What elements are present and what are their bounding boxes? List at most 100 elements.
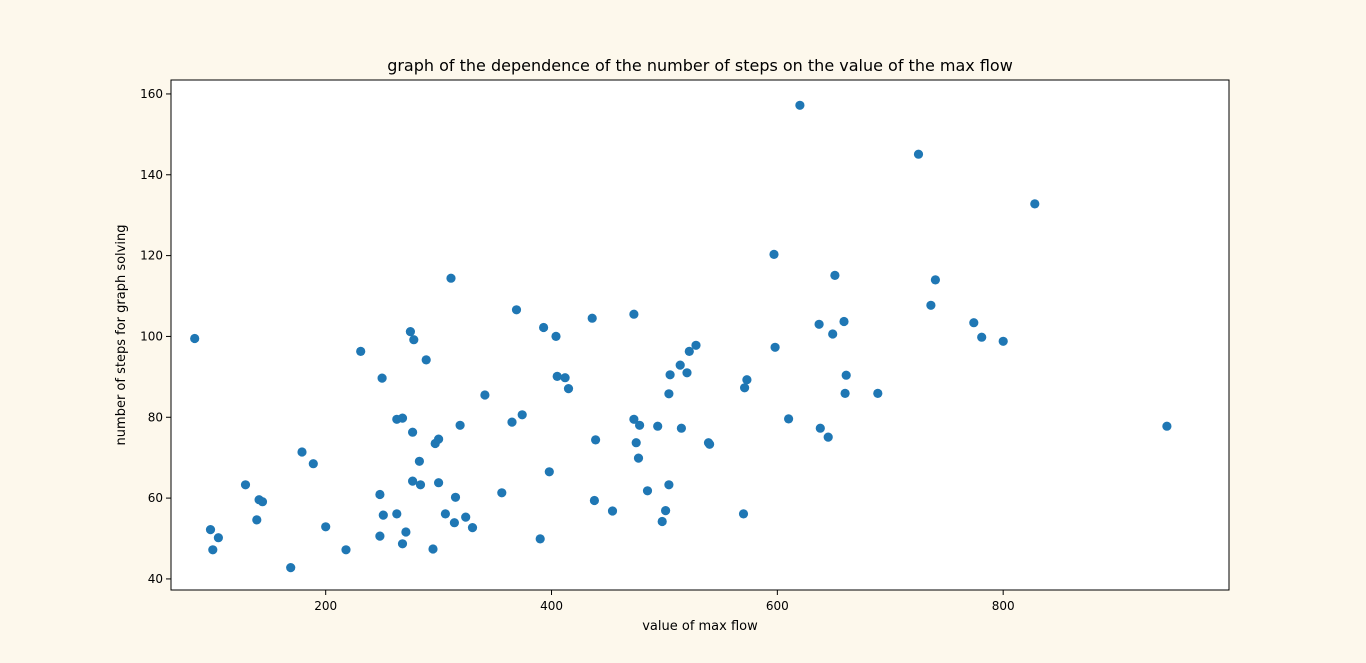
data-point — [705, 439, 715, 449]
data-point — [740, 383, 750, 393]
data-point — [1162, 421, 1172, 431]
data-point — [535, 534, 545, 544]
data-point — [828, 329, 838, 339]
x-tick-label: 400 — [540, 599, 563, 613]
x-axis: 200 400 600 800 — [314, 590, 1015, 613]
data-point — [408, 476, 418, 486]
data-point — [664, 389, 674, 399]
data-point — [434, 478, 444, 488]
data-point — [830, 270, 840, 280]
data-point — [511, 305, 522, 315]
data-point — [629, 309, 639, 319]
y-tick-label: 40 — [148, 572, 163, 586]
data-point — [428, 544, 438, 554]
data-point — [449, 518, 459, 528]
y-tick-label: 100 — [140, 329, 163, 343]
data-point — [375, 531, 385, 541]
data-point — [969, 318, 979, 328]
data-point — [414, 456, 424, 466]
data-point — [375, 489, 385, 500]
data-point — [587, 313, 597, 323]
data-point — [635, 420, 645, 430]
data-point — [841, 370, 851, 380]
data-point — [657, 516, 667, 527]
data-point — [286, 563, 296, 573]
data-point — [552, 371, 562, 381]
data-point — [977, 332, 987, 342]
x-tick-label: 200 — [314, 599, 337, 613]
data-point — [497, 488, 507, 498]
data-point — [461, 512, 471, 522]
data-point — [661, 506, 671, 516]
data-point — [308, 459, 318, 469]
data-point — [840, 388, 850, 398]
data-point — [297, 447, 307, 457]
data-point — [629, 414, 639, 424]
data-point — [684, 346, 694, 356]
data-point — [480, 390, 490, 400]
data-point — [814, 319, 824, 329]
data-point — [415, 480, 426, 490]
y-tick-label: 120 — [140, 249, 163, 263]
data-point — [631, 438, 641, 448]
chart-title: graph of the dependence of the number of… — [387, 56, 1013, 75]
data-point — [738, 509, 749, 519]
data-point — [665, 370, 675, 380]
data-point — [795, 100, 805, 110]
data-point — [356, 346, 366, 356]
data-point — [1030, 199, 1040, 209]
data-point — [998, 336, 1008, 346]
data-point — [408, 427, 418, 437]
data-point — [421, 355, 431, 365]
data-point — [642, 486, 653, 496]
x-tick-label: 600 — [766, 599, 789, 613]
data-point — [770, 342, 780, 352]
data-point — [208, 545, 218, 555]
data-point — [551, 331, 561, 341]
data-point — [401, 527, 411, 537]
y-axis-label: number of steps for graph solving — [114, 225, 129, 446]
data-point — [190, 333, 200, 344]
data-point — [455, 420, 465, 430]
data-point — [563, 384, 574, 394]
data-point — [446, 273, 456, 283]
y-tick-label: 140 — [140, 168, 163, 182]
data-point — [397, 539, 408, 549]
data-point — [682, 368, 692, 378]
data-point — [653, 421, 663, 431]
data-point — [405, 327, 415, 337]
data-point — [507, 417, 517, 427]
data-point — [839, 316, 849, 327]
data-point — [784, 414, 794, 424]
data-point — [440, 509, 450, 519]
data-point — [675, 360, 685, 370]
data-point — [591, 435, 601, 445]
x-tick-label: 800 — [992, 599, 1015, 613]
data-point — [397, 413, 408, 423]
data-point — [409, 335, 419, 345]
data-point — [544, 467, 554, 477]
y-axis: 40 60 80 100 120 140 160 — [140, 87, 171, 586]
data-point — [676, 423, 687, 433]
data-point — [252, 515, 262, 525]
data-point — [213, 533, 223, 543]
data-point — [341, 545, 351, 555]
data-point — [691, 340, 701, 350]
data-point — [823, 432, 833, 442]
data-point — [633, 453, 644, 463]
data-point — [450, 492, 461, 502]
y-tick-label: 160 — [140, 87, 163, 101]
y-tick-label: 80 — [148, 410, 163, 424]
x-axis-label: value of max flow — [642, 619, 758, 634]
data-point — [742, 375, 752, 385]
data-point — [539, 322, 549, 333]
y-tick-label: 60 — [148, 491, 163, 505]
data-point — [815, 423, 825, 433]
plot-area — [171, 80, 1229, 590]
data-point — [321, 522, 331, 532]
data-point — [913, 149, 924, 159]
data-point — [873, 388, 883, 398]
data-point — [664, 480, 674, 490]
